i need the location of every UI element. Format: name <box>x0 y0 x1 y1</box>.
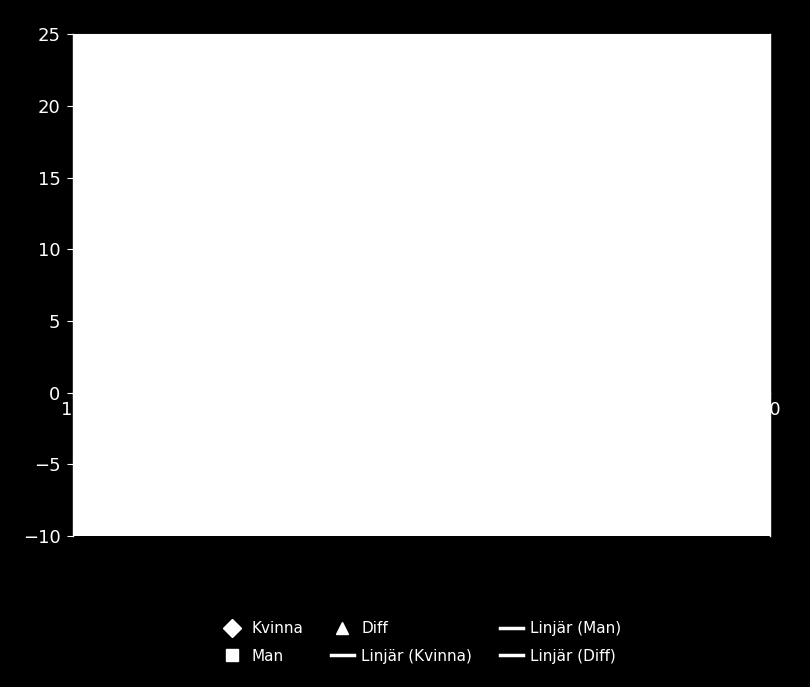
Legend: Kvinna, Man, Diff, Linjär (Kvinna), Linjär (Man), Linjär (Diff): Kvinna, Man, Diff, Linjär (Kvinna), Linj… <box>213 613 629 671</box>
